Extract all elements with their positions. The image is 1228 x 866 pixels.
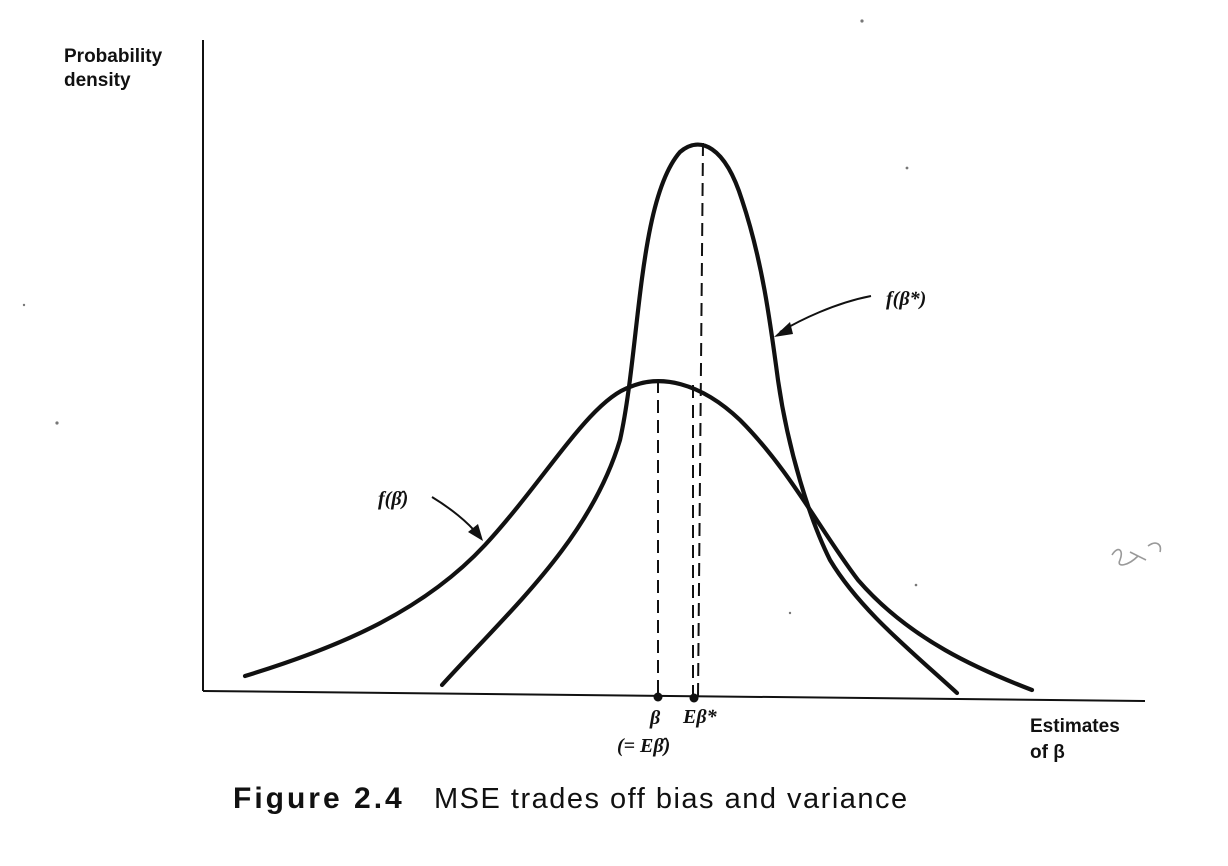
handwritten-mark	[1111, 542, 1162, 566]
curve-f-beta-hat	[242, 379, 1035, 693]
y-axis-label-line2: density	[64, 70, 131, 91]
label-f-beta-star: f(β*)	[886, 288, 926, 310]
scan-speck	[55, 421, 59, 425]
arrow-f-beta-hat	[431, 496, 479, 536]
x-axis-label-line1: Estimates	[1030, 716, 1120, 737]
caption-figure-number: Figure 2.4	[233, 782, 405, 815]
scan-speck	[860, 19, 864, 23]
tick-label-beta-note: (= Eβ̂)	[617, 735, 670, 757]
tick-dot-beta	[653, 692, 663, 702]
x-axis	[202, 690, 1146, 702]
scan-speck	[914, 583, 918, 587]
arrow-f-beta-star	[779, 295, 872, 333]
x-axis-label-line2: of β	[1030, 742, 1065, 763]
scan-speck	[22, 303, 26, 307]
arrowhead-f-beta-hat	[468, 524, 483, 541]
y-axis-label-line1: Probability	[64, 46, 163, 67]
tick-label-e-beta-star: Eβ*	[682, 706, 718, 728]
curve-f-beta-star	[439, 142, 960, 696]
scan-speck	[788, 611, 792, 615]
caption-text: MSE trades off bias and variance	[434, 783, 909, 815]
label-f-beta-hat: f(β̂)	[378, 488, 408, 510]
tick-label-beta: β	[649, 707, 661, 729]
dashed-line-e-beta-star	[697, 142, 704, 698]
scan-speck	[905, 166, 909, 170]
tick-dot-e-beta-star	[689, 693, 699, 703]
arrowhead-f-beta-star	[774, 322, 793, 337]
